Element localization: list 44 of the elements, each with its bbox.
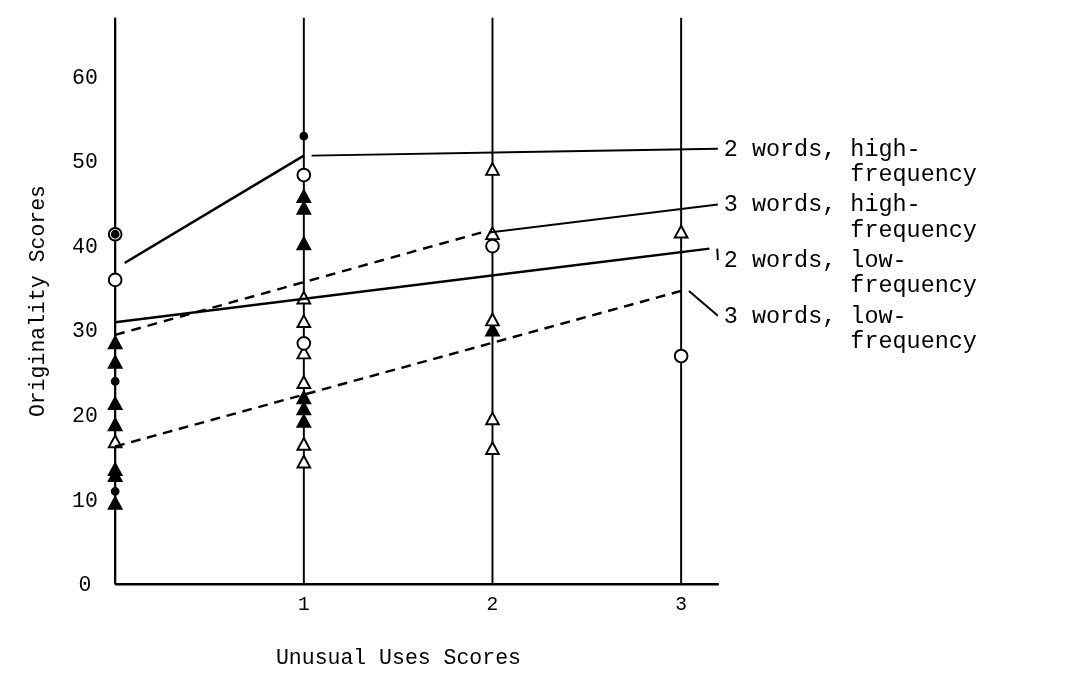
- x-tick-label: 1: [297, 593, 310, 616]
- point: [107, 496, 123, 510]
- point: [673, 348, 689, 364]
- point: [296, 236, 312, 251]
- point: [485, 162, 500, 176]
- annotation: 2 words, low-frequency: [723, 246, 977, 300]
- point: [110, 486, 120, 496]
- annotation: 3 words, high-frequency: [723, 191, 977, 244]
- point: [107, 462, 123, 477]
- point: [110, 376, 120, 386]
- y-tick-label: 10: [72, 488, 98, 513]
- x-tick-label: 2: [486, 593, 499, 616]
- annotation: 2 words, high-frequency: [723, 135, 977, 188]
- point: [296, 314, 312, 329]
- y-tick-label: 0: [78, 573, 92, 598]
- point: [673, 224, 689, 239]
- x-tick-label: 3: [675, 593, 687, 616]
- point: [296, 201, 312, 215]
- point: [296, 167, 312, 183]
- y-axis-title: Originality Scores: [25, 185, 50, 418]
- point: [299, 131, 309, 141]
- y-tick-label: 20: [72, 404, 98, 429]
- point: [107, 335, 123, 350]
- point: [107, 272, 123, 288]
- x-axis-title: Unusual Uses Scores: [275, 646, 521, 671]
- point: [296, 189, 312, 203]
- point: [296, 390, 312, 405]
- y-tick-label: 50: [72, 150, 98, 175]
- point: [485, 411, 500, 426]
- point: [296, 454, 312, 469]
- point: [107, 396, 123, 411]
- point: [107, 417, 123, 432]
- point: [485, 312, 500, 327]
- y-tick-label: 30: [72, 319, 98, 344]
- point: [296, 414, 312, 428]
- point: [296, 436, 312, 451]
- y-tick-label: 60: [72, 65, 98, 90]
- point: [296, 336, 312, 351]
- point: [296, 375, 312, 389]
- point: [107, 354, 123, 369]
- y-tick-label: 40: [72, 234, 98, 259]
- point: [485, 441, 500, 455]
- annotation: 3 words, low-frequency: [723, 302, 977, 356]
- point: [485, 238, 500, 254]
